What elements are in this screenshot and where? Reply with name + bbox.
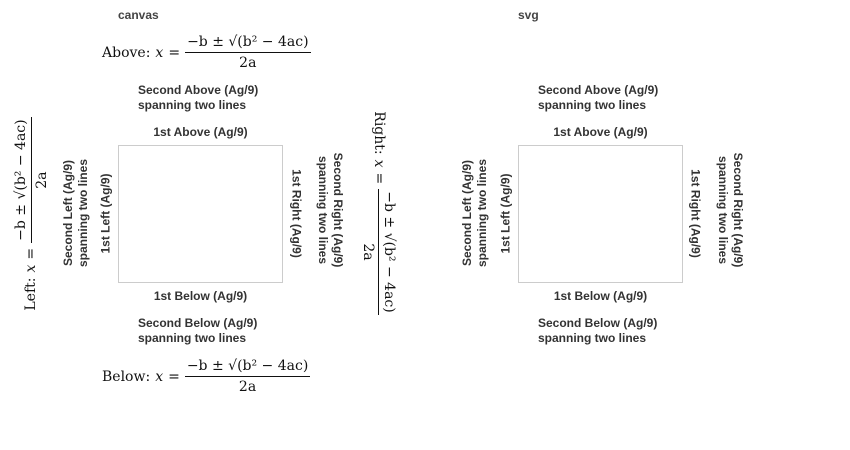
canvas-first-right: 1st Right (Ag/9) (289, 169, 304, 258)
formula-numerator: −b ± √(b² − 4ac) (184, 358, 311, 377)
formula-fraction: −b ± √(b² − 4ac) 2a (184, 358, 311, 395)
title-right: Right: x = −b ± √(b² − 4ac) 2a (358, 111, 400, 315)
title-above-prefix: Above: (102, 44, 151, 61)
second-left-line2: spanning two lines (475, 159, 489, 268)
formula-lhs: x (155, 44, 164, 61)
canvas-first-below: 1st Below (Ag/9) (153, 289, 248, 303)
canvas-first-left: 1st Left (Ag/9) (98, 173, 113, 254)
formula-denominator: 2a (33, 171, 50, 189)
formula-denominator: 2a (360, 243, 377, 261)
formula-lhs: x (155, 368, 164, 385)
formula-equals: = (168, 44, 181, 61)
second-above-line2: spanning two lines (138, 98, 247, 112)
second-above-line2: spanning two lines (538, 98, 647, 112)
formula-numerator: −b ± √(b² − 4ac) (185, 34, 311, 53)
second-below-line2: spanning two lines (138, 331, 247, 345)
svg-second-right: Second Right (Ag/9) spanning two lines (715, 150, 745, 270)
svg-first-below: 1st Below (Ag/9) (553, 289, 648, 303)
canvas-panel-header: canvas (118, 8, 159, 22)
formula-numerator: −b ± √(b² − 4ac) (12, 117, 32, 243)
svg-plot-frame (518, 145, 683, 283)
canvas-plot-frame (118, 145, 283, 283)
second-right-line2: spanning two lines (316, 155, 330, 264)
second-right-line1: Second Right (Ag/9) (331, 152, 345, 268)
svg-first-right: 1st Right (Ag/9) (688, 169, 703, 258)
canvas-second-below: Second Below (Ag/9) spanning two lines (138, 316, 257, 346)
second-left-line1: Second Left (Ag/9) (61, 160, 75, 267)
second-right-line2: spanning two lines (716, 155, 730, 264)
canvas-first-above: 1st Above (Ag/9) (153, 125, 248, 139)
formula-denominator: 2a (238, 379, 257, 395)
svg-first-above: 1st Above (Ag/9) (553, 125, 648, 139)
canvas-second-left: Second Left (Ag/9) spanning two lines (61, 153, 91, 273)
title-left: Left: x = −b ± √(b² − 4ac) 2a (10, 117, 52, 311)
title-right-prefix: Right: (371, 111, 387, 155)
formula-equals: = (23, 247, 39, 260)
second-above-line1: Second Above (Ag/9) (538, 83, 659, 97)
second-left-line2: spanning two lines (76, 159, 90, 268)
formula-fraction: −b ± √(b² − 4ac) 2a (12, 117, 50, 243)
canvas-second-above: Second Above (Ag/9) spanning two lines (138, 83, 258, 113)
second-left-line1: Second Left (Ag/9) (460, 160, 474, 267)
title-below: Below: x = −b ± √(b² − 4ac) 2a (102, 358, 311, 395)
formula-equals: = (168, 368, 180, 385)
svg-second-below: Second Below (Ag/9) spanning two lines (538, 316, 657, 346)
svg-second-left: Second Left (Ag/9) spanning two lines (460, 153, 490, 273)
svg-first-left: 1st Left (Ag/9) (498, 173, 513, 254)
formula-fraction: −b ± √(b² − 4ac) 2a (185, 34, 311, 71)
title-left-prefix: Left: (23, 277, 39, 311)
formula-lhs: x (23, 264, 39, 273)
formula-equals: = (371, 172, 387, 185)
canvas-second-right: Second Right (Ag/9) spanning two lines (315, 150, 345, 270)
title-below-prefix: Below: (102, 368, 151, 385)
svg-second-above: Second Above (Ag/9) spanning two lines (538, 83, 658, 113)
second-below-line2: spanning two lines (538, 331, 647, 345)
second-above-line1: Second Above (Ag/9) (138, 83, 259, 97)
second-right-line1: Second Right (Ag/9) (731, 152, 745, 268)
second-below-line1: Second Below (Ag/9) (138, 316, 258, 330)
formula-lhs: x (371, 159, 387, 168)
title-above: Above: x = −b ± √(b² − 4ac) 2a (102, 34, 311, 71)
svg-panel-header: svg (518, 8, 539, 22)
formula-denominator: 2a (239, 55, 257, 71)
formula-numerator: −b ± √(b² − 4ac) (378, 189, 398, 315)
second-below-line1: Second Below (Ag/9) (538, 316, 658, 330)
formula-fraction: −b ± √(b² − 4ac) 2a (360, 189, 398, 315)
